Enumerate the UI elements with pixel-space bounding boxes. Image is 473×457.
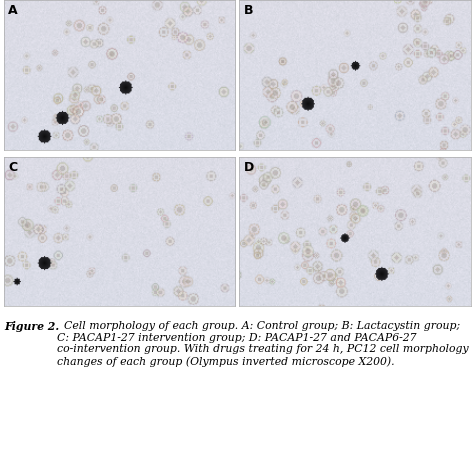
- Text: C: C: [9, 161, 18, 174]
- Text: D: D: [244, 161, 254, 174]
- Text: A: A: [9, 5, 18, 17]
- Text: B: B: [244, 5, 253, 17]
- Text: Cell morphology of each group. A: Control group; B: Lactacystin group; C: PACAP1: Cell morphology of each group. A: Contro…: [57, 321, 469, 367]
- Text: Figure 2.: Figure 2.: [4, 321, 59, 332]
